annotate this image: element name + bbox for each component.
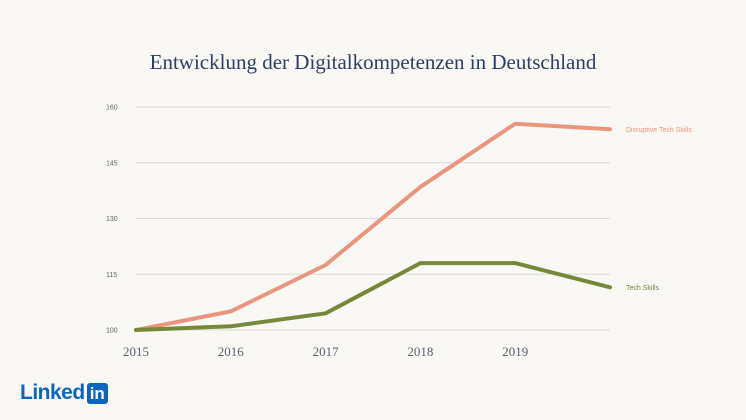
logo-wordmark: Linked	[20, 381, 85, 404]
y-tick-label: 130	[106, 216, 118, 223]
chart-title: Entwicklung der Digitalkompetenzen in De…	[149, 50, 597, 74]
x-tick-label: 2019	[502, 344, 528, 359]
series-label: Disruptive Tech Skills	[626, 127, 693, 134]
logo-in-box: in	[86, 382, 108, 404]
series-line	[134, 121, 612, 332]
y-tick-label: 160	[106, 105, 118, 112]
linkedin-logo: Linked in	[20, 381, 108, 405]
x-tick-label: 2015	[123, 344, 149, 359]
y-tick-label: 115	[106, 272, 117, 279]
y-tick-label: 145	[106, 160, 118, 167]
y-tick-label: 100	[106, 328, 118, 335]
x-tick-label: 2016	[218, 344, 245, 359]
x-tick-label: 2018	[407, 344, 433, 359]
series-label: Tech Skills	[626, 285, 660, 292]
series-line	[134, 261, 612, 332]
x-tick-label: 2017	[313, 344, 340, 359]
